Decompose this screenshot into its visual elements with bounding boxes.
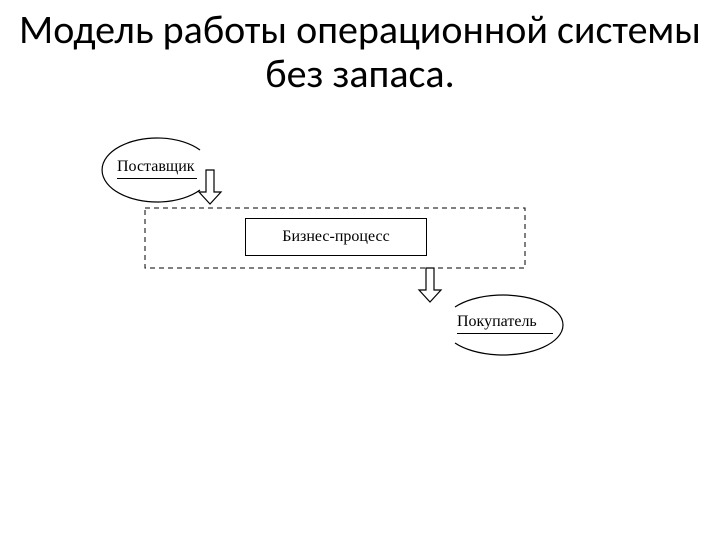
supplier-label: Поставщик xyxy=(117,158,195,176)
slide: Модель работы операционной системы без з… xyxy=(0,0,720,540)
arrow-supplier-to-process xyxy=(199,170,221,204)
buyer-underline xyxy=(457,333,553,334)
supplier-underline xyxy=(117,178,197,179)
arrow-process-to-buyer xyxy=(419,268,441,302)
buyer-label: Покупатель xyxy=(457,313,537,331)
slide-title: Модель работы операционной системы без з… xyxy=(0,8,720,96)
process-box: Бизнес-процесс xyxy=(245,218,427,256)
diagram: Поставщик Бизнес-процесс Покупатель xyxy=(105,130,615,390)
process-label: Бизнес-процесс xyxy=(282,228,389,246)
